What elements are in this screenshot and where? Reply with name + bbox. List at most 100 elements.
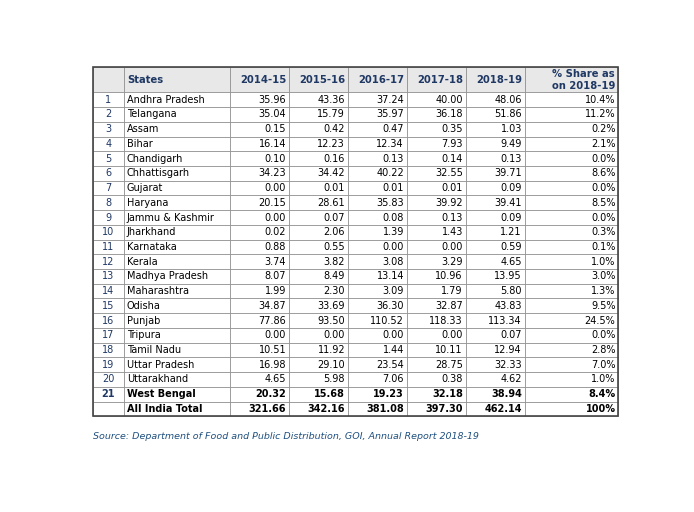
Bar [525, 254, 618, 269]
Bar [124, 343, 230, 357]
Text: 0.13: 0.13 [500, 154, 522, 164]
Bar [230, 284, 289, 298]
Bar [525, 225, 618, 240]
Bar [124, 166, 230, 181]
Text: 0.00: 0.00 [382, 330, 404, 340]
Bar [407, 225, 466, 240]
Text: 0.01: 0.01 [382, 183, 404, 193]
Bar [93, 284, 124, 298]
Bar [525, 151, 618, 166]
Text: Uttarakhand: Uttarakhand [127, 374, 188, 385]
Bar [525, 343, 618, 357]
Text: 0.14: 0.14 [441, 154, 463, 164]
Bar [466, 298, 525, 313]
Text: 2016-17: 2016-17 [358, 75, 404, 85]
Text: 0.00: 0.00 [441, 242, 463, 252]
Bar [525, 181, 618, 196]
Text: 20.32: 20.32 [255, 389, 286, 399]
Text: 8: 8 [105, 198, 112, 208]
Text: 37.24: 37.24 [376, 95, 404, 105]
Text: 3.09: 3.09 [382, 286, 404, 296]
Bar [525, 387, 618, 401]
Text: 7.93: 7.93 [441, 139, 463, 149]
Text: 16.98: 16.98 [259, 360, 286, 370]
Text: 8.4%: 8.4% [589, 389, 616, 399]
Text: 0.09: 0.09 [500, 212, 522, 223]
Bar [348, 225, 407, 240]
Text: 16: 16 [102, 315, 115, 326]
Bar [230, 137, 289, 151]
Bar [93, 151, 124, 166]
Text: 0.01: 0.01 [441, 183, 463, 193]
Text: 19: 19 [102, 360, 115, 370]
Bar [348, 254, 407, 269]
Text: 1: 1 [105, 95, 112, 105]
Bar [230, 313, 289, 328]
Bar [124, 357, 230, 372]
Text: 15.79: 15.79 [317, 110, 345, 119]
Bar [93, 68, 618, 416]
Bar [466, 210, 525, 225]
Bar [289, 328, 348, 343]
Bar [407, 387, 466, 401]
Bar [230, 269, 289, 284]
Bar [466, 284, 525, 298]
Bar [230, 210, 289, 225]
Bar [348, 343, 407, 357]
Bar [93, 357, 124, 372]
Bar [93, 343, 124, 357]
Text: Assam: Assam [127, 124, 160, 134]
Text: 34.23: 34.23 [259, 168, 286, 178]
Bar [348, 298, 407, 313]
Text: Tamil Nadu: Tamil Nadu [127, 345, 181, 355]
Text: 113.34: 113.34 [488, 315, 522, 326]
Text: 14: 14 [102, 286, 115, 296]
Text: 118.33: 118.33 [430, 315, 463, 326]
Bar [124, 137, 230, 151]
Bar [289, 225, 348, 240]
Bar [466, 107, 525, 122]
Text: 2.30: 2.30 [323, 286, 345, 296]
Bar [407, 137, 466, 151]
Bar [93, 122, 124, 137]
Text: 20: 20 [102, 374, 115, 385]
Text: 28.75: 28.75 [435, 360, 463, 370]
Text: 2.8%: 2.8% [591, 345, 616, 355]
Text: 5.80: 5.80 [500, 286, 522, 296]
Bar [124, 313, 230, 328]
Bar [466, 387, 525, 401]
Bar [407, 166, 466, 181]
Text: States: States [127, 75, 163, 85]
Text: 0.38: 0.38 [441, 374, 463, 385]
Text: 0.42: 0.42 [323, 124, 345, 134]
Text: 12: 12 [102, 257, 115, 267]
Text: 100%: 100% [586, 404, 616, 414]
Text: Tripura: Tripura [127, 330, 161, 340]
Bar [348, 122, 407, 137]
Bar [230, 357, 289, 372]
Bar [466, 328, 525, 343]
Text: Chandigarh: Chandigarh [127, 154, 183, 164]
Bar [348, 240, 407, 254]
Bar [124, 181, 230, 196]
Text: Punjab: Punjab [127, 315, 160, 326]
Text: 2015-16: 2015-16 [299, 75, 345, 85]
Bar [348, 210, 407, 225]
Text: 36.18: 36.18 [435, 110, 463, 119]
Bar [407, 313, 466, 328]
Text: 6: 6 [105, 168, 112, 178]
Text: 0.15: 0.15 [264, 124, 286, 134]
Bar [289, 254, 348, 269]
Text: % Share as
on 2018-19: % Share as on 2018-19 [552, 69, 616, 91]
Bar [525, 298, 618, 313]
Bar [124, 225, 230, 240]
Bar [289, 107, 348, 122]
Text: 15: 15 [102, 301, 115, 311]
Bar [93, 240, 124, 254]
Bar [289, 151, 348, 166]
Bar [525, 166, 618, 181]
Bar [466, 92, 525, 107]
Bar [230, 225, 289, 240]
Bar [466, 269, 525, 284]
Text: 8.07: 8.07 [264, 271, 286, 282]
